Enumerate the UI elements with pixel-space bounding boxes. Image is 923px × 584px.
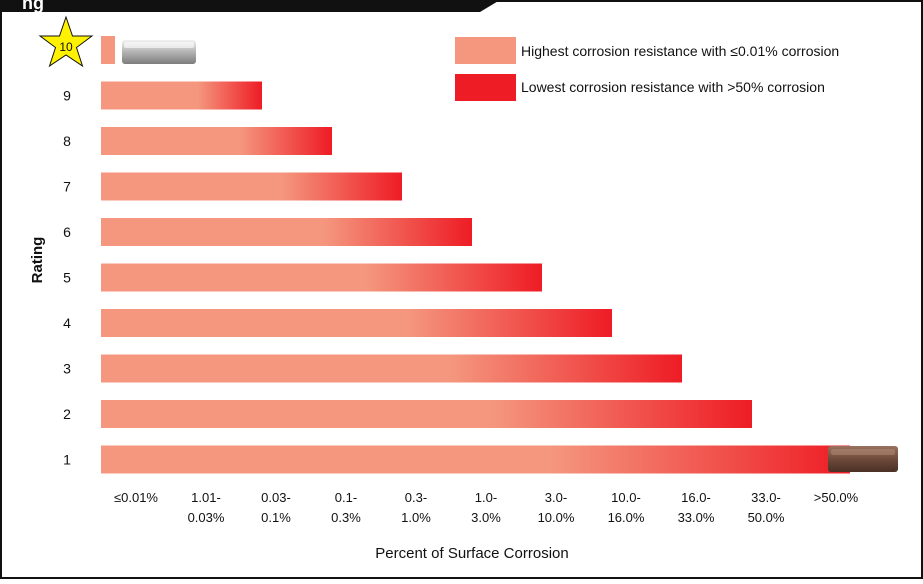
x-tick-label: >50.0% [814, 490, 859, 505]
y-axis-label: Rating [29, 237, 46, 284]
y-tick-labels: 9 8 7 6 5 4 3 2 1 [63, 88, 71, 468]
x-tick-label: 16.0-33.0% [678, 490, 715, 525]
y-tick-label-8: 8 [63, 133, 71, 149]
bar-rating-10 [101, 36, 115, 64]
x-tick-label: 0.03-0.1% [261, 490, 291, 525]
x-tick-label: 1.01-0.03% [188, 490, 225, 525]
bar-rating-6 [101, 218, 472, 246]
bar-rating-1 [101, 445, 850, 474]
x-tick-label: 0.3-1.0% [401, 490, 431, 525]
x-tick-labels: ≤0.01% 1.01-0.03% 0.03-0.1% 0.1-0.3% 0.3-1.0… [114, 490, 859, 525]
bar-rating-5 [101, 263, 542, 292]
bar-rating-3 [101, 354, 682, 383]
y-tick-label-6: 6 [63, 224, 71, 240]
bar-rating-7 [101, 172, 402, 201]
header-tab-text: ng [22, 0, 44, 13]
y-tick-label-2: 2 [63, 406, 71, 422]
y-tick-label-4: 4 [63, 315, 71, 331]
y-tick-label-3: 3 [63, 361, 71, 377]
x-tick-label: 0.1-0.3% [331, 490, 361, 525]
y-tick-label-10: 10 [59, 40, 73, 54]
rusted-steel-sample-icon [828, 446, 898, 472]
y-tick-label-5: 5 [63, 270, 71, 286]
legend-label-lowest: Lowest corrosion resistance with >50% co… [521, 79, 825, 95]
y-tick-label-9: 9 [63, 88, 71, 104]
x-tick-label: ≤0.01% [114, 490, 158, 505]
legend-swatch-lowest [455, 74, 516, 101]
legend: Highest corrosion resistance with ≤0.01%… [455, 37, 839, 101]
legend-label-highest: Highest corrosion resistance with ≤0.01%… [521, 43, 839, 59]
y-tick-label-1: 1 [63, 452, 71, 468]
x-axis-label: Percent of Surface Corrosion [375, 545, 568, 562]
bars-layer [101, 36, 850, 474]
header-tab [0, 0, 500, 12]
bar-rating-8 [101, 127, 332, 155]
y-tick-label-7: 7 [63, 179, 71, 195]
star-icon: 10 [38, 15, 94, 68]
x-tick-label: 1.0-3.0% [471, 490, 501, 525]
x-tick-label: 10.0-16.0% [608, 490, 645, 525]
bar-rating-9 [101, 81, 262, 110]
bar-rating-4 [101, 309, 612, 337]
x-tick-label: 3.0-10.0% [538, 490, 575, 525]
legend-swatch-highest [455, 37, 516, 64]
bar-rating-2 [101, 400, 752, 428]
stainless-steel-sample-icon [122, 40, 196, 64]
x-tick-label: 33.0-50.0% [748, 490, 785, 525]
